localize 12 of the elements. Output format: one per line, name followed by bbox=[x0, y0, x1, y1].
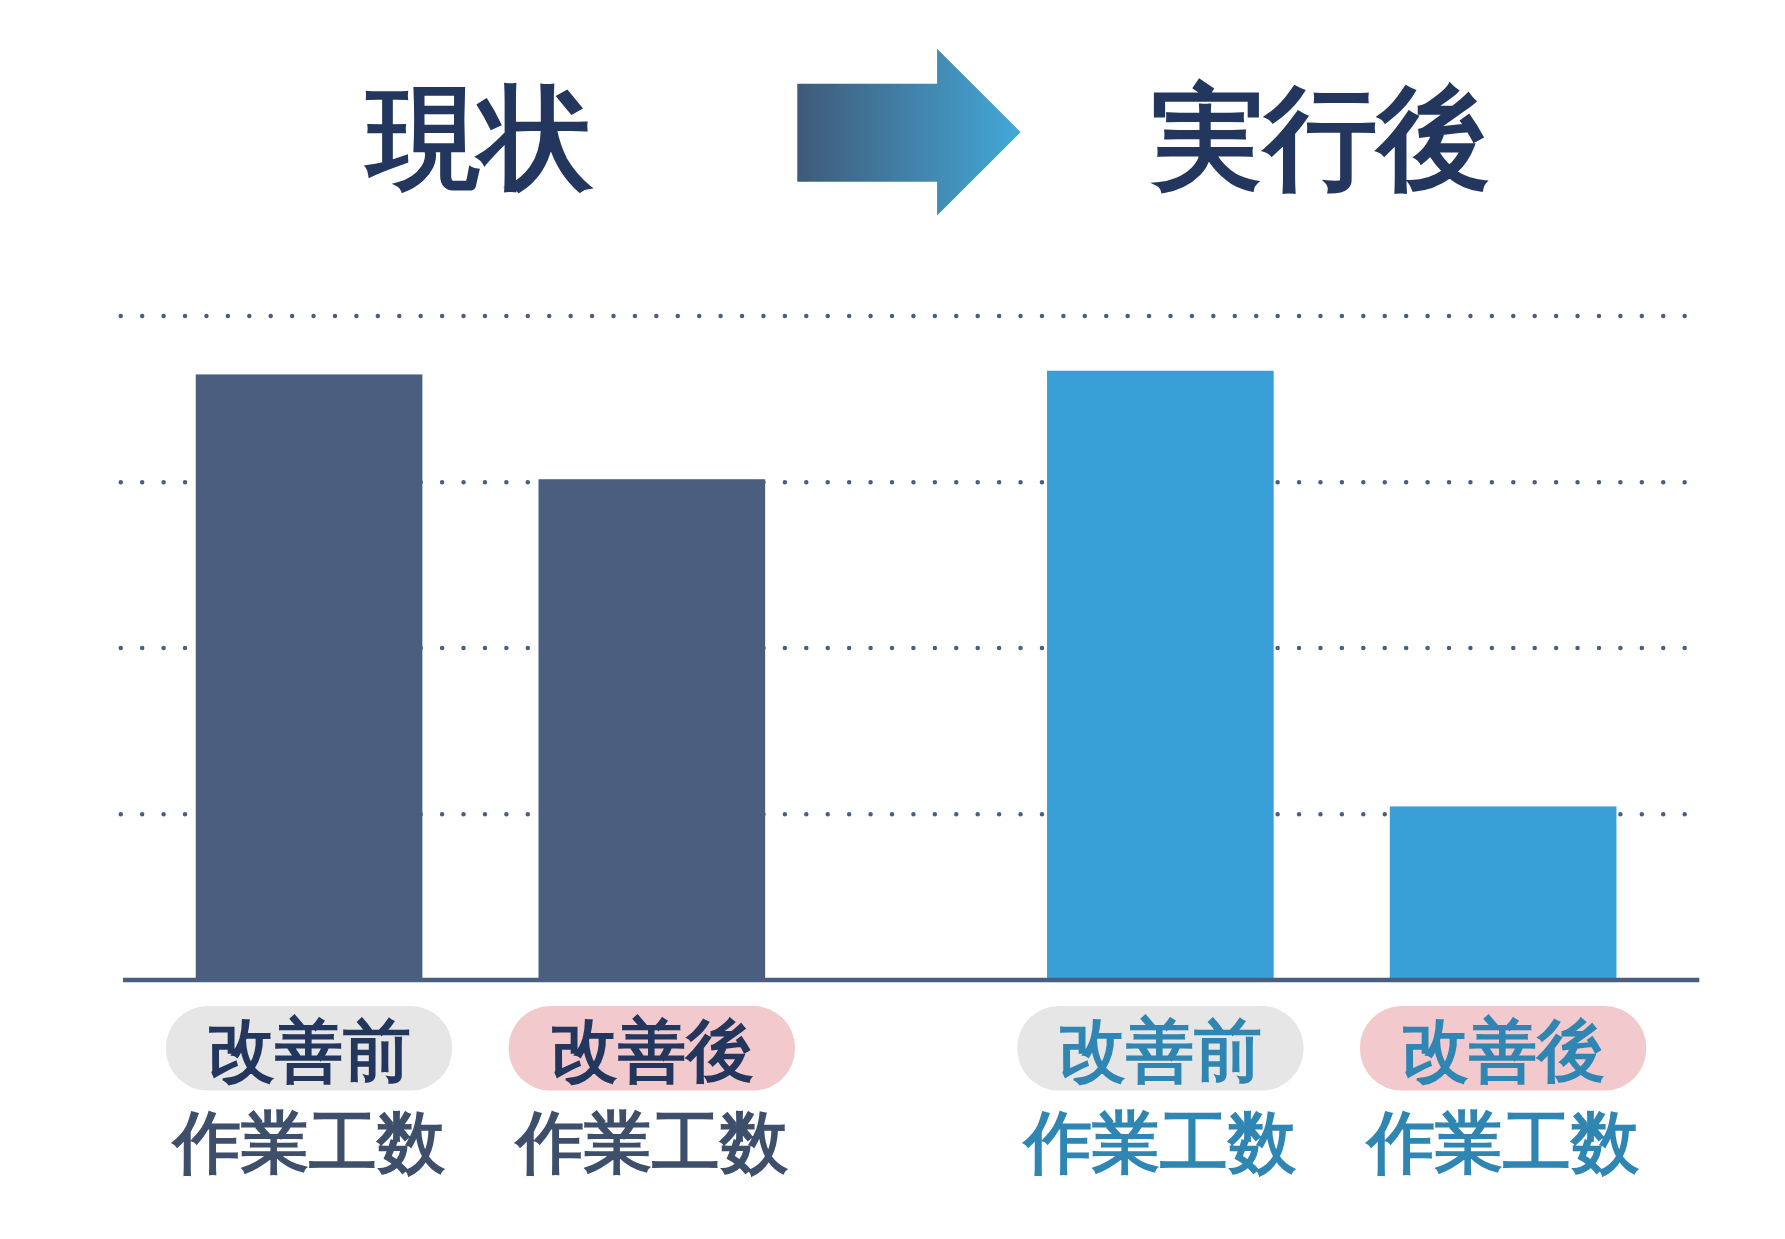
text: 作業工数 bbox=[1021, 1103, 1298, 1183]
x-tick-label: 改善前 bbox=[1058, 1010, 1263, 1090]
text: 作業工数 bbox=[170, 1103, 447, 1183]
legend-label: 実行後 bbox=[1149, 72, 1490, 205]
bar bbox=[1389, 806, 1617, 981]
x-tick-label: 改善後 bbox=[549, 1010, 754, 1090]
x-tick-label: 改善後 bbox=[1401, 1010, 1606, 1090]
bar bbox=[1047, 370, 1274, 981]
text: 作業工数 bbox=[512, 1103, 789, 1183]
text: 作業工数 bbox=[1364, 1103, 1641, 1183]
series-label: 現状 bbox=[363, 72, 595, 205]
x-tick-label: 改善前 bbox=[207, 1010, 412, 1090]
